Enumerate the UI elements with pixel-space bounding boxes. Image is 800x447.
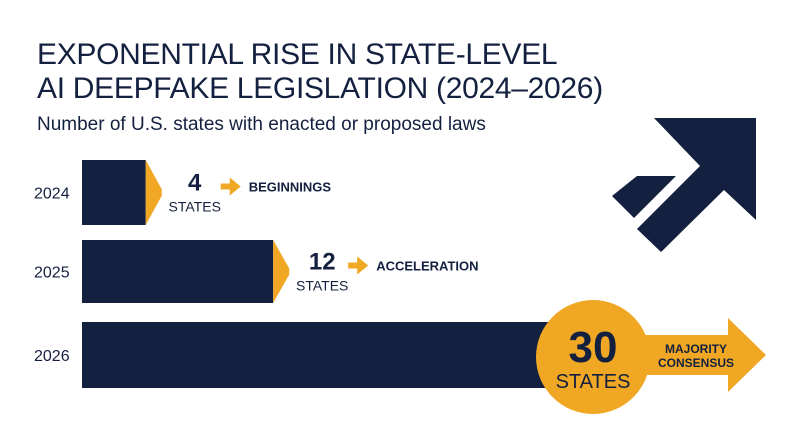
unit-label-2025: STATES	[296, 278, 348, 294]
trend-arrow-feather-2	[640, 212, 701, 251]
trend-arrow-icon	[612, 118, 756, 252]
unit-label-2026: STATES	[556, 371, 631, 393]
chart-subtitle: Number of U.S. states with enacted or pr…	[37, 114, 486, 135]
unit-label-2024: STATES	[169, 199, 221, 215]
annotation-2026-line-2: CONSENSUS	[658, 356, 734, 370]
chart-title-line-1: EXPONENTIAL RISE IN STATE-LEVEL	[37, 38, 558, 71]
value-label-2025: 12	[309, 249, 336, 276]
category-label-2025: 2025	[34, 265, 70, 282]
value-label-2026: 30	[569, 323, 618, 372]
arrow-icon	[348, 256, 369, 275]
category-label-2024: 2024	[34, 186, 70, 203]
chart-title-line-2: AI DEEPFAKE LEGISLATION (2024–2026)	[37, 72, 603, 105]
trend-arrow-feather-1	[612, 176, 676, 218]
value-label-2024: 4	[188, 170, 202, 197]
bar-2025	[82, 240, 274, 303]
bar-series: 2024 4 STATES BEGINNINGS 2025 12 STATES ACCELER…	[34, 160, 766, 414]
value-badge-2026	[536, 300, 650, 414]
bar-2024	[82, 160, 146, 225]
annotation-2025: ACCELERATION	[376, 259, 478, 274]
big-arrow-icon	[620, 318, 766, 392]
annotation-2024: BEGINNINGS	[249, 180, 332, 195]
chart-title: EXPONENTIAL RISE IN STATE-LEVEL AI DEEPF…	[37, 38, 603, 106]
annotation-2026-line-1: MAJORITY	[665, 342, 727, 356]
category-label-2026: 2026	[34, 348, 70, 365]
arrow-icon	[220, 177, 241, 196]
bar-2026	[82, 322, 560, 388]
bar-cap-2024	[145, 160, 162, 225]
bar-cap-2025	[273, 240, 290, 303]
